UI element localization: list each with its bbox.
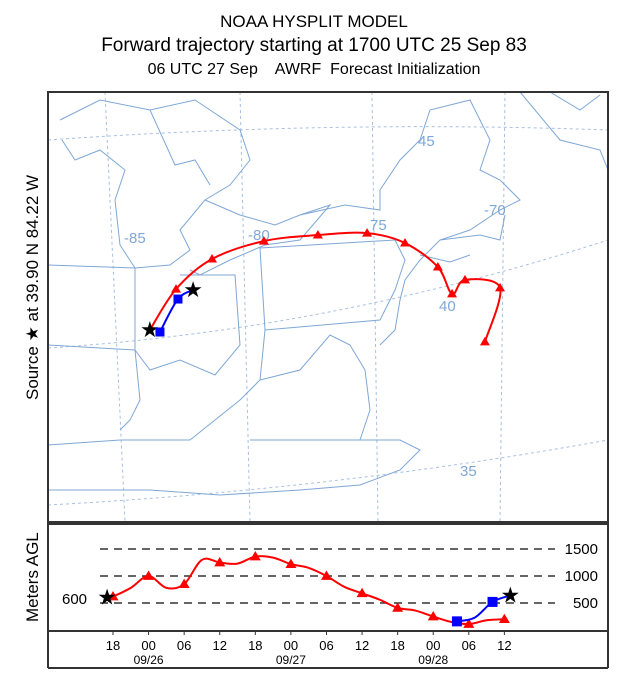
blue-height-line <box>456 594 511 623</box>
trajectory-blue-marker <box>155 327 165 337</box>
trajectory-red-marker <box>479 336 490 346</box>
x-tick-label: 12 <box>355 638 369 653</box>
height-panel-frame <box>47 523 609 632</box>
date-label: 09/27 <box>276 653 306 667</box>
red-height-marker <box>178 578 190 588</box>
lat-label: 40 <box>439 298 456 315</box>
start-height-label: 600 <box>62 591 87 608</box>
state-borders <box>48 92 608 496</box>
trajectory-red-marker <box>258 236 269 245</box>
lat-label: 35 <box>460 463 477 480</box>
lat-label: 45 <box>418 133 435 150</box>
red-height-marker <box>285 558 297 568</box>
x-tick-label: 18 <box>106 638 120 653</box>
red-height-marker <box>214 557 226 567</box>
start-star-icon: ★ <box>500 582 520 607</box>
y-tick-label: 1000 <box>565 568 598 585</box>
lon-label: -70 <box>484 202 506 219</box>
red-height-marker <box>249 551 261 561</box>
x-tick-label: 06 <box>462 638 476 653</box>
trajectory-red-marker <box>207 254 218 263</box>
red-height-marker <box>320 570 332 580</box>
trajectory-red-marker <box>460 274 470 284</box>
trajectory-layer: ★★ <box>140 228 506 346</box>
source-star-icon: ★ <box>140 317 160 342</box>
graticule <box>48 92 608 522</box>
red-height-marker <box>463 618 475 628</box>
y-tick-label: 500 <box>573 595 598 612</box>
red-height-marker <box>143 570 155 580</box>
red-height-marker <box>498 613 510 624</box>
forecast-init-label: 06 UTC 27 Sep AWRF Forecast Initializati… <box>147 61 481 78</box>
map-frame <box>47 91 609 523</box>
red-height-marker <box>427 611 439 621</box>
x-tick-label: 06 <box>177 638 191 653</box>
trajectory-blue-marker <box>173 294 183 304</box>
base-map <box>48 92 608 522</box>
trajectory-red-marker <box>495 282 506 292</box>
source-star-icon: ★ <box>183 277 203 302</box>
red-height-marker <box>107 591 119 601</box>
trajectory-red-marker <box>447 288 458 298</box>
red-height-marker <box>356 587 368 598</box>
trajectory-red-marker <box>312 230 323 239</box>
red-height-marker <box>392 602 404 612</box>
trajectory-red-marker <box>362 228 373 237</box>
x-tick-label: 12 <box>497 638 511 653</box>
lon-label: 75 <box>370 217 387 234</box>
x-tick-label: 12 <box>213 638 227 653</box>
start-star-icon: ★ <box>97 585 117 610</box>
source-label: Source ★ at 39.90 N 84.22 W <box>23 175 42 400</box>
height-profile: 500 1000 1500 18 00 06 12 18 00 06 12 18 00 06 12 09/26… <box>97 541 598 667</box>
y-axis-label: Meters AGL <box>23 532 42 622</box>
blue-height-marker <box>487 596 498 607</box>
x-tick-label: 00 <box>426 638 440 653</box>
date-label: 09/26 <box>134 653 164 667</box>
trajectory-red-marker <box>171 284 182 293</box>
chart-title: NOAA HYSPLIT MODEL <box>220 12 408 31</box>
graticule-labels: -85 -80 75 -70 45 40 35 <box>124 133 506 480</box>
red-height-line <box>106 555 505 626</box>
lon-label: -85 <box>124 230 146 247</box>
blue-height-marker <box>451 616 462 627</box>
trajectory-red-marker <box>432 262 443 271</box>
x-tick-label: 18 <box>248 638 262 653</box>
x-tick-label: 00 <box>141 638 155 653</box>
x-tick-label: 00 <box>284 638 298 653</box>
x-tick-label: 18 <box>390 638 404 653</box>
chart-subtitle: Forward trajectory starting at 1700 UTC … <box>101 35 527 56</box>
y-tick-label: 1500 <box>565 541 598 558</box>
trajectory-red-marker <box>400 238 410 247</box>
date-label: 09/28 <box>418 653 448 667</box>
x-tick-label: 06 <box>319 638 333 653</box>
